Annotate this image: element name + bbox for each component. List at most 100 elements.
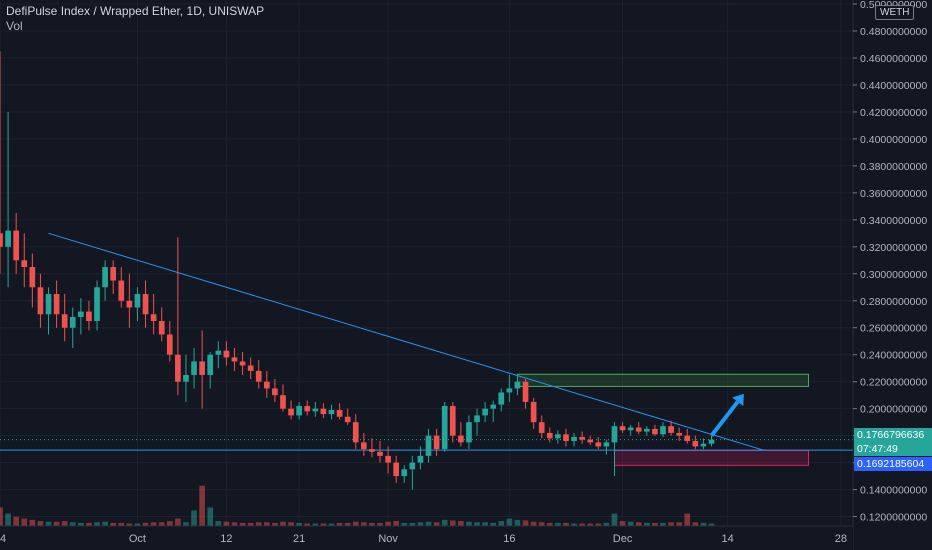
volume-bar (352, 521, 359, 526)
volume-bar (263, 522, 270, 526)
candle-body (603, 442, 610, 447)
candle-body (199, 361, 205, 375)
candle (53, 280, 60, 328)
candle (652, 424, 658, 436)
price-tick-label: 0.2600000000 (860, 323, 927, 335)
arrow-head[interactable] (732, 393, 744, 407)
candle-body (474, 415, 480, 423)
volume-bar (175, 518, 181, 526)
arrow-shaft[interactable] (709, 400, 740, 437)
volume-label[interactable]: Vol (6, 19, 23, 33)
candle (352, 414, 359, 450)
candle (183, 354, 189, 402)
candle (78, 298, 84, 335)
drawings[interactable] (0, 232, 853, 466)
volume-bar (538, 522, 545, 526)
volume-bar (183, 522, 189, 526)
candle-body (587, 439, 594, 443)
candle (635, 422, 642, 435)
candle-body (369, 449, 375, 452)
candle (684, 428, 691, 444)
volume-bar (660, 522, 666, 526)
time-tick-label: 14 (0, 533, 6, 545)
volume-bar (53, 521, 60, 526)
volume-bar (635, 522, 642, 526)
candle (708, 435, 715, 447)
candle-body (361, 442, 367, 450)
chart-legend[interactable]: DefiPulse Index / Wrapped Ether, 1D, UNI… (6, 4, 264, 34)
candle-body (247, 365, 254, 371)
candle-body (700, 443, 707, 447)
candle-body (263, 381, 270, 389)
candle (61, 294, 68, 342)
candle (555, 430, 561, 444)
volume-bar (86, 522, 92, 526)
candle (86, 300, 92, 331)
candle (482, 401, 488, 423)
candle (223, 341, 230, 366)
candle (13, 213, 20, 274)
volume-bar (692, 522, 699, 526)
descending-trendline[interactable] (48, 232, 765, 451)
candle (280, 384, 286, 412)
price-tick-label: 0.1200000000 (860, 512, 927, 524)
candle-body (13, 230, 20, 261)
candle-body (352, 422, 359, 443)
volume-bar (587, 523, 594, 526)
candle (506, 374, 513, 402)
candle-body (118, 280, 125, 301)
candle-body (102, 267, 108, 288)
candle (94, 280, 100, 331)
candle-body (530, 401, 537, 423)
candle (579, 431, 585, 444)
candle-body (110, 267, 117, 281)
volume-bar (643, 522, 650, 526)
symbol-title[interactable]: DefiPulse Index / Wrapped Ether, 1D, UNI… (6, 4, 265, 18)
candle-body (555, 434, 561, 439)
volume-bar (255, 522, 262, 526)
candle-body (377, 451, 383, 456)
volume-bars (0, 485, 715, 526)
candle (166, 320, 173, 362)
candle-body (86, 311, 92, 321)
volume-bar (288, 522, 294, 526)
volume-bar (441, 519, 448, 526)
candle (563, 428, 569, 447)
candle-body (37, 287, 44, 315)
candle (336, 403, 343, 420)
volume-bar (102, 521, 108, 526)
candle-body (288, 408, 294, 416)
candle (393, 455, 400, 483)
volume-bar (312, 523, 319, 526)
volume-bar (191, 510, 197, 526)
candle (571, 432, 577, 447)
volume-bar (385, 521, 391, 526)
candle-body (304, 405, 311, 412)
price-tick-label: 0.4000000000 (860, 134, 927, 146)
support-zone-box[interactable] (613, 449, 810, 466)
candle (466, 415, 472, 450)
volume-bar (595, 523, 602, 526)
price-tick-label: 0.4400000000 (860, 80, 927, 92)
volume-bar (110, 522, 117, 526)
volume-bar (150, 522, 157, 526)
last-price-tag: 0.1766796636 (854, 428, 932, 442)
candle (158, 307, 165, 342)
candle-body (490, 404, 497, 409)
candle-body (611, 426, 618, 443)
volume-bar (0, 507, 3, 526)
candle (369, 438, 375, 458)
candle-body (401, 469, 408, 477)
candle (449, 401, 456, 443)
level-price-tag: 0.1692185604 (854, 457, 932, 471)
volume-bar (652, 522, 658, 526)
volume-bar (239, 522, 246, 526)
volume-bar (320, 523, 327, 526)
candle-body (579, 436, 585, 440)
volume-bar (546, 522, 553, 526)
resistance-zone-box[interactable] (516, 373, 810, 387)
candle-body (207, 354, 214, 375)
currency-badge[interactable]: WETH (875, 5, 915, 20)
